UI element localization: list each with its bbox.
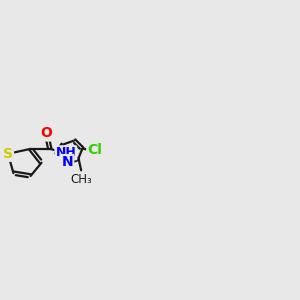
Text: O: O xyxy=(40,127,52,140)
Text: NH: NH xyxy=(56,146,76,159)
Text: Cl: Cl xyxy=(87,143,102,157)
Text: N: N xyxy=(61,155,73,169)
Text: CH₃: CH₃ xyxy=(70,173,92,186)
Text: S: S xyxy=(3,147,13,161)
